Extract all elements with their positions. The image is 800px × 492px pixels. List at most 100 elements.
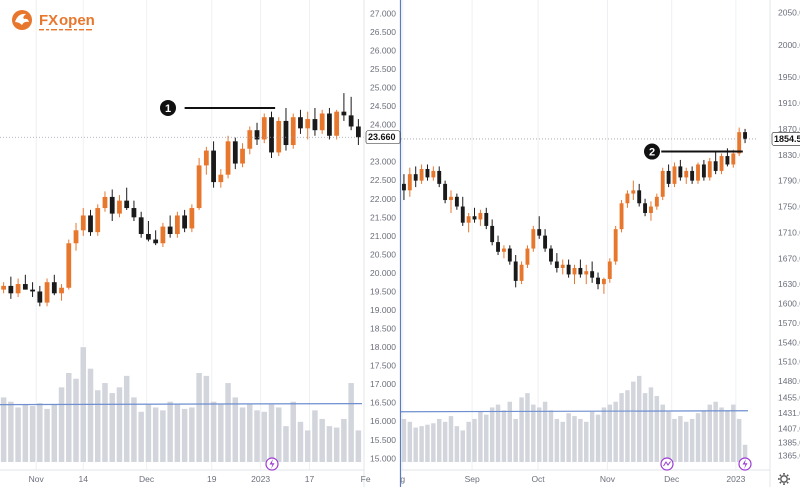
candle [196, 158, 202, 210]
price-tick-label: 1455.0 [778, 392, 800, 402]
volume-bar [625, 390, 630, 462]
volume-bar [501, 410, 507, 462]
right-last-price-tag: 1854.5 [771, 132, 800, 146]
candle [713, 151, 718, 175]
volume-bar [123, 375, 130, 462]
marker-1-label: 1 [165, 103, 171, 115]
volume-bar [333, 427, 340, 462]
candle [146, 221, 151, 242]
price-tick-label: 1790.0 [778, 176, 800, 186]
candle [290, 113, 296, 149]
candle [731, 149, 736, 168]
volume-bar [454, 426, 460, 462]
volume-bar [578, 418, 583, 462]
volume-bar [513, 418, 518, 462]
candle [312, 107, 318, 136]
volume-bar [601, 407, 607, 462]
price-tick-label: 2050.0 [778, 7, 800, 17]
volume-bar [239, 407, 246, 462]
volume-bar [436, 418, 442, 462]
right-dividend-event-icon[interactable] [738, 457, 752, 471]
candle [203, 146, 209, 175]
candle [601, 277, 606, 294]
candle [102, 191, 108, 212]
volume-bar [725, 410, 730, 462]
volume-bar [584, 421, 589, 462]
volume-bar [701, 410, 707, 462]
left-dividend-event-icon[interactable] [265, 457, 279, 471]
candle [654, 193, 659, 210]
volume-bar [448, 416, 454, 462]
candle [218, 169, 224, 188]
price-tick-label: 1750.0 [778, 202, 800, 212]
volume-bar [478, 411, 483, 462]
right-split-event-icon[interactable] [660, 457, 674, 471]
volume-bar [619, 393, 624, 462]
volume-bar [678, 416, 683, 462]
volume-bar [554, 418, 560, 462]
volume-bar [401, 418, 407, 462]
price-tick-label: 1407.0 [778, 423, 800, 433]
candle [211, 141, 216, 188]
volume-bar [355, 430, 362, 462]
volume-bar [8, 401, 14, 462]
right-price-scale[interactable]: 2050.0 2000.0 1950.0 1910.0 1870.0 1830.0 1790… [778, 7, 800, 460]
volume-bar [413, 427, 418, 462]
volume-bar [116, 387, 123, 462]
price-tick-label: 1670.0 [778, 253, 800, 263]
candle [355, 119, 361, 146]
candle [1, 282, 7, 294]
price-tick-label: 27.000 [370, 8, 396, 18]
candle [407, 167, 412, 197]
candle [131, 200, 137, 222]
candle [80, 208, 86, 236]
candle [124, 187, 130, 210]
fxopen-logo: FX open [12, 10, 95, 31]
volume-bar [225, 383, 231, 462]
volume-bar [254, 410, 260, 462]
candle [519, 261, 524, 285]
settings-gear-icon[interactable] [778, 473, 790, 485]
candle [182, 209, 188, 233]
volume-bar [566, 413, 571, 462]
time-tick-label: 2023 [251, 474, 270, 484]
volume-bar [695, 413, 701, 462]
candle [401, 174, 406, 201]
candle [298, 109, 303, 134]
candle [543, 229, 548, 252]
marker-2-label: 2 [649, 147, 655, 159]
candle [138, 211, 144, 238]
volume-bar [648, 387, 654, 462]
left-price-scale[interactable]: 27.000 26.500 26.000 25.500 25.000 24.500 24.0… [370, 8, 396, 463]
volume-bar [261, 411, 268, 462]
candle [269, 111, 274, 158]
candle [484, 207, 489, 230]
volume-bar [66, 373, 72, 462]
time-tick-label: Nov [29, 474, 45, 484]
right-annotation[interactable]: 2 [644, 143, 743, 160]
candle [319, 109, 325, 134]
volume-bar [707, 404, 713, 462]
volume-bar [268, 404, 275, 462]
candle [174, 211, 180, 238]
candle [501, 245, 506, 259]
left-annotation[interactable]: 1 [160, 99, 276, 116]
left-time-scale[interactable]: Nov 14 Dec 19 2023 17 Fe [29, 474, 371, 484]
candle [348, 96, 354, 131]
marker-1-badge [160, 99, 176, 116]
right-time-scale[interactable]: g Sep Oct Nov Dec 2023 [400, 474, 745, 484]
volume-bar [636, 375, 642, 462]
volume-bar [29, 406, 36, 462]
candle [460, 196, 465, 226]
volume-bar [109, 393, 115, 462]
volume-bar [247, 404, 253, 462]
volume-bar [58, 387, 65, 462]
price-tick-label: 26.500 [370, 27, 396, 37]
candle [95, 204, 101, 236]
candle [690, 166, 695, 184]
volume-bar [145, 404, 152, 462]
candle [59, 284, 64, 301]
volume-bar [152, 407, 159, 462]
price-tick-label: 1480.0 [778, 376, 800, 386]
